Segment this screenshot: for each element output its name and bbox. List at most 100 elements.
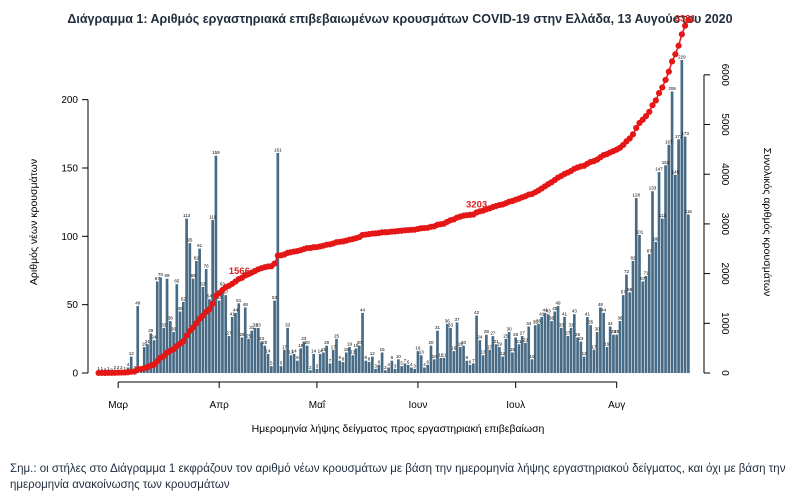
bar-value-label: 20 xyxy=(262,340,268,345)
bar xyxy=(426,364,430,373)
bar-value-label: 14 xyxy=(292,348,298,353)
cumulative-point xyxy=(672,51,679,58)
bar xyxy=(139,371,143,373)
cumulative-point xyxy=(642,113,650,120)
bar xyxy=(256,327,260,373)
bar-value-label: 21 xyxy=(516,339,522,344)
bar xyxy=(543,312,547,373)
bar-value-label: 44 xyxy=(601,307,607,312)
bar-value-label: 2 xyxy=(117,365,120,370)
bar-value-label: 28 xyxy=(484,329,490,334)
bar-value-label: 17 xyxy=(591,344,597,349)
bar-value-label: 10 xyxy=(432,354,438,359)
bar-value-label: 67 xyxy=(640,276,646,281)
bar-value-label: 11 xyxy=(442,352,447,357)
bar xyxy=(511,352,514,373)
bar-value-label: 2 xyxy=(133,365,136,370)
bar-value-label: 3 xyxy=(316,363,319,368)
bar-value-label: 17 xyxy=(487,344,493,349)
bar-value-label: 22 xyxy=(523,337,529,342)
bar xyxy=(165,278,169,373)
bar-value-label: 229 xyxy=(678,55,686,60)
bar-value-label: 147 xyxy=(655,167,663,172)
bar xyxy=(266,353,270,373)
bar-value-label: 28 xyxy=(611,329,617,334)
y-axis-right-label: Συνολικός αριθμός κρουσμάτων xyxy=(761,148,773,297)
cumulative-point xyxy=(668,58,676,65)
bar xyxy=(305,345,309,373)
bar xyxy=(439,357,443,373)
bar-value-label: 6 xyxy=(469,359,472,364)
bar xyxy=(628,292,632,373)
bar-value-label: 2 xyxy=(120,365,123,370)
bar xyxy=(631,260,635,373)
cumulative-annotation: 3203 xyxy=(466,199,487,210)
bar-value-label: 7 xyxy=(472,358,475,363)
bar-value-label: 35 xyxy=(533,320,539,325)
cumulative-point xyxy=(678,31,685,38)
x-tick-label: Ιουλ xyxy=(506,400,525,411)
bar-value-label: 20 xyxy=(305,340,311,345)
bar-value-label: 5 xyxy=(270,361,273,366)
bar-value-label: 152 xyxy=(662,160,670,165)
bar xyxy=(129,356,133,373)
bar-value-label: 1 xyxy=(97,366,100,371)
bar-value-label: 161 xyxy=(274,147,282,152)
bar xyxy=(260,341,263,373)
bar-value-label: 12 xyxy=(500,351,506,356)
bar-value-label: 14 xyxy=(266,348,272,353)
bar-value-label: 14 xyxy=(311,348,317,353)
bar xyxy=(452,351,456,373)
bar xyxy=(475,315,478,373)
cumulative-point xyxy=(209,300,216,307)
bar xyxy=(667,144,671,373)
bar-value-label: 30 xyxy=(171,327,177,332)
bar xyxy=(286,327,289,373)
bar-value-label: 25 xyxy=(503,333,509,338)
bar-value-label: 1 xyxy=(101,366,104,371)
x-tick-label: Μαρ xyxy=(108,400,128,411)
cumulative-point xyxy=(271,260,278,267)
bar-value-label: 48 xyxy=(243,302,249,307)
bar xyxy=(182,301,185,373)
bar xyxy=(400,366,403,373)
bar-value-label: 82 xyxy=(630,255,636,260)
bar-value-label: 44 xyxy=(233,307,239,312)
bar xyxy=(377,364,381,373)
bar xyxy=(168,321,172,373)
bar-value-label: 6 xyxy=(426,359,429,364)
x-axis-label: Ημερομηνία λήψης δείγματος προς εργαστηρ… xyxy=(252,423,545,435)
bar-value-label: 41 xyxy=(230,311,236,316)
y-left-tick-label: 50 xyxy=(67,300,79,311)
bar xyxy=(514,337,518,373)
bar xyxy=(296,360,299,373)
x-tick-label: Ιουν xyxy=(409,400,428,411)
cumulative-annotation: 6381 xyxy=(675,14,697,25)
cumulative-point xyxy=(662,76,669,84)
bar-value-label: 101 xyxy=(636,229,644,234)
bar xyxy=(419,355,423,373)
bar xyxy=(292,353,296,373)
bar-value-label: 51 xyxy=(236,298,242,303)
y-left-tick-label: 0 xyxy=(72,369,78,380)
bar-value-label: 23 xyxy=(578,336,584,341)
bar xyxy=(322,352,325,373)
cumulative-point xyxy=(665,68,672,75)
bar-value-label: 19 xyxy=(142,342,148,347)
bar-value-label: 9 xyxy=(338,355,341,360)
bar xyxy=(605,347,609,373)
bar-value-label: 20 xyxy=(461,340,467,345)
bar-value-label: 43 xyxy=(546,309,552,314)
bar xyxy=(217,300,221,373)
cumulative-point xyxy=(659,84,666,91)
bar-value-label: 133 xyxy=(649,186,657,191)
bar xyxy=(195,260,198,373)
bar xyxy=(501,356,504,373)
bar-value-label: 13 xyxy=(288,350,294,355)
bar-value-label: 33 xyxy=(161,322,167,327)
bar-value-label: 76 xyxy=(204,264,210,269)
bar-value-label: 26 xyxy=(575,332,581,337)
bar-value-label: 91 xyxy=(197,243,203,248)
footnote: Σημ.: οι στήλες στο Διάγραμμα 1 εκφράζου… xyxy=(10,463,786,491)
bar-value-label: 71 xyxy=(644,270,650,275)
